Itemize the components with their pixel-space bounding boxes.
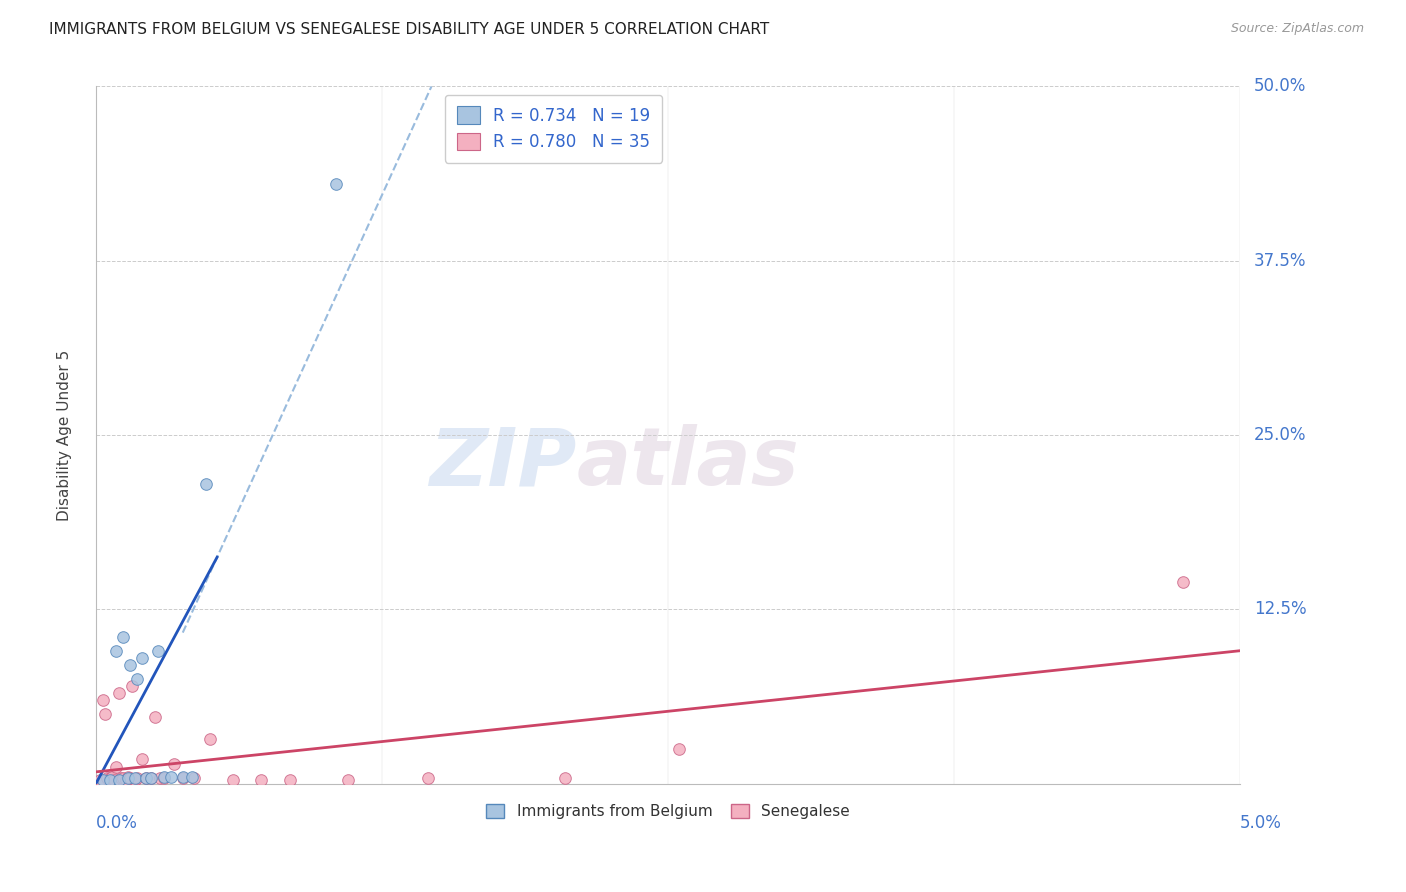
Point	[107, 772, 129, 787]
Point	[222, 772, 245, 787]
Point	[143, 710, 166, 724]
Text: ZIP: ZIP	[429, 424, 576, 502]
Text: 12.5%: 12.5%	[1254, 600, 1306, 618]
Point	[153, 770, 176, 784]
Text: 37.5%: 37.5%	[1254, 252, 1306, 269]
Point	[105, 760, 128, 774]
Point	[194, 477, 217, 491]
Point	[110, 771, 132, 785]
Point	[121, 679, 143, 693]
Point	[91, 772, 114, 787]
Point	[146, 644, 169, 658]
Point	[103, 772, 125, 787]
Point	[554, 771, 576, 785]
Point	[125, 771, 148, 785]
Point	[117, 770, 139, 784]
Text: 25.0%: 25.0%	[1254, 426, 1306, 444]
Text: 5.0%: 5.0%	[1240, 814, 1282, 832]
Point	[94, 707, 117, 722]
Point	[172, 771, 194, 785]
Point	[249, 772, 271, 787]
Text: 0.0%: 0.0%	[96, 814, 138, 832]
Point	[325, 177, 347, 191]
Point	[200, 732, 222, 747]
Point	[101, 770, 124, 784]
Point	[112, 771, 135, 785]
Point	[131, 651, 153, 665]
Point	[1171, 574, 1194, 589]
Point	[172, 770, 194, 784]
Point	[98, 771, 121, 785]
Point	[124, 771, 146, 785]
Point	[89, 772, 111, 787]
Point	[139, 771, 162, 785]
Point	[135, 771, 157, 785]
Point	[124, 772, 146, 787]
Point	[107, 686, 129, 700]
Y-axis label: Disability Age Under 5: Disability Age Under 5	[58, 350, 72, 521]
Point	[139, 771, 162, 785]
Point	[120, 771, 142, 785]
Point	[160, 770, 183, 784]
Point	[98, 772, 121, 787]
Point	[120, 658, 142, 673]
Point	[149, 771, 172, 785]
Point	[416, 771, 439, 785]
Point	[668, 742, 690, 756]
Point	[153, 771, 176, 785]
Point	[91, 693, 114, 707]
Text: atlas: atlas	[576, 424, 799, 502]
Point	[131, 752, 153, 766]
Point	[114, 772, 136, 787]
Point	[183, 771, 205, 785]
Point	[135, 771, 157, 785]
Text: 50.0%: 50.0%	[1254, 78, 1306, 95]
Point	[117, 771, 139, 785]
Point	[105, 644, 128, 658]
Legend: Immigrants from Belgium, Senegalese: Immigrants from Belgium, Senegalese	[479, 797, 856, 825]
Point	[112, 631, 135, 645]
Text: IMMIGRANTS FROM BELGIUM VS SENEGALESE DISABILITY AGE UNDER 5 CORRELATION CHART: IMMIGRANTS FROM BELGIUM VS SENEGALESE DI…	[49, 22, 769, 37]
Point	[96, 771, 118, 785]
Text: Source: ZipAtlas.com: Source: ZipAtlas.com	[1230, 22, 1364, 36]
Point	[162, 757, 184, 772]
Point	[278, 772, 301, 787]
Point	[125, 672, 148, 686]
Point	[336, 772, 359, 787]
Point	[180, 770, 202, 784]
